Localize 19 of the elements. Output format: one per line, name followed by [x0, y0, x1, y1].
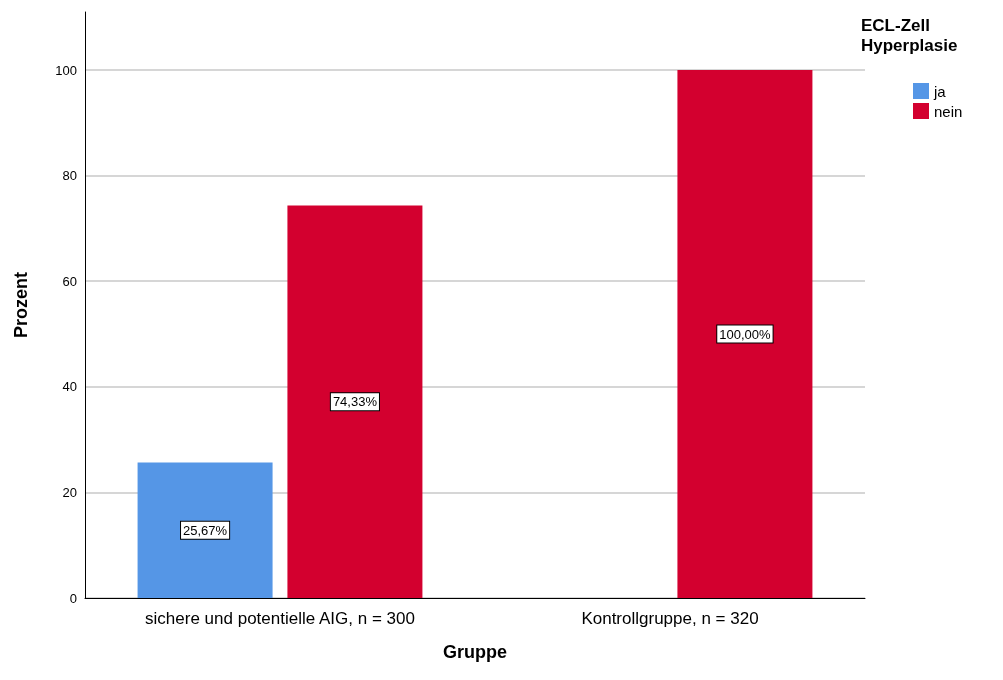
x-tick-label: sichere und potentielle AIG, n = 300	[145, 609, 415, 628]
y-axis-title: Prozent	[11, 271, 31, 339]
data-label: 74,33%	[332, 394, 378, 410]
y-tick-label: 60	[62, 273, 77, 289]
x-tick-label: Kontrollgruppe, n = 320	[581, 609, 759, 628]
legend-label: ja	[933, 82, 947, 100]
bar	[287, 205, 423, 598]
y-tick-label: 20	[62, 484, 77, 500]
legend-title: ECL-Zell Hyperplasie	[861, 15, 958, 55]
bar	[677, 70, 813, 598]
bar	[137, 462, 273, 598]
data-label: 100,00%	[719, 326, 772, 342]
legend-label: nein	[934, 102, 963, 120]
data-label: 25,67%	[183, 522, 228, 538]
y-tick-label: 40	[62, 379, 77, 395]
y-tick-label: 80	[62, 168, 77, 184]
y-tick-label: 100	[55, 62, 77, 78]
x-axis-title: Gruppe	[442, 642, 508, 662]
y-tick-label: 0	[69, 590, 77, 606]
